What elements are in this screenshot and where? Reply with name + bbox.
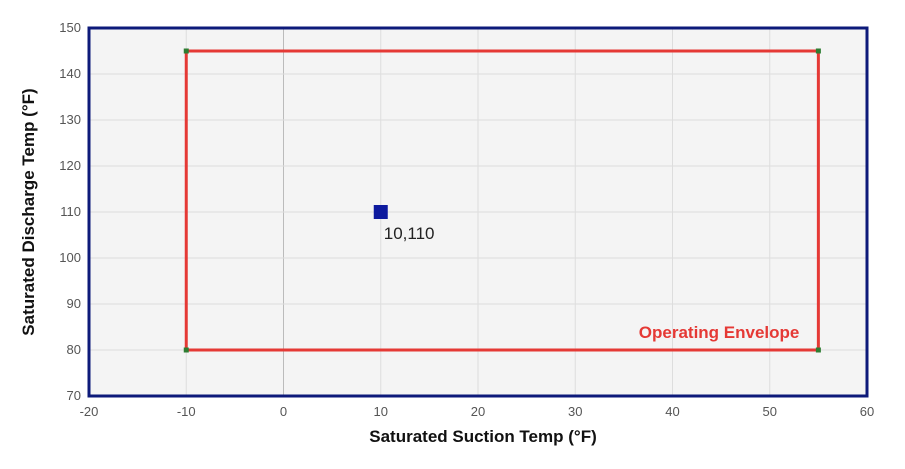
- y-tick-label: 80: [67, 342, 81, 357]
- x-tick-label: -20: [80, 404, 99, 419]
- y-tick-label: 100: [59, 250, 81, 265]
- x-tick-label: 20: [471, 404, 485, 419]
- data-point-label: 10,110: [384, 224, 435, 243]
- envelope-vertex: [183, 48, 189, 54]
- x-tick-label: 30: [568, 404, 582, 419]
- x-axis-ticks: -20 -10 0 10 20 30 40 50 60: [80, 404, 875, 419]
- x-tick-label: 10: [374, 404, 388, 419]
- x-tick-label: 50: [763, 404, 777, 419]
- y-tick-label: 140: [59, 66, 81, 81]
- y-tick-label: 90: [67, 296, 81, 311]
- x-tick-label: 0: [280, 404, 287, 419]
- envelope-vertex: [183, 347, 189, 353]
- y-axis-title: Saturated Discharge Temp (°F): [19, 88, 38, 335]
- y-tick-label: 130: [59, 112, 81, 127]
- envelope-vertex: [815, 48, 821, 54]
- envelope-vertex: [815, 347, 821, 353]
- data-point: [373, 205, 388, 219]
- x-tick-label: -10: [177, 404, 196, 419]
- y-tick-label: 120: [59, 158, 81, 173]
- data-points: 10,110: [373, 205, 435, 243]
- y-tick-label: 110: [60, 204, 81, 219]
- x-tick-label: 40: [665, 404, 679, 419]
- y-tick-label: 70: [67, 388, 81, 403]
- plot-border: [87, 26, 869, 398]
- x-axis-title: Saturated Suction Temp (°F): [369, 427, 597, 446]
- x-tick-label: 60: [860, 404, 874, 419]
- y-tick-label: 150: [59, 20, 81, 35]
- envelope-label: Operating Envelope: [639, 323, 800, 342]
- operating-envelope: Operating Envelope: [183, 48, 821, 353]
- y-axis-ticks: 70 80 90 100 110 120 130 140 150: [59, 20, 81, 403]
